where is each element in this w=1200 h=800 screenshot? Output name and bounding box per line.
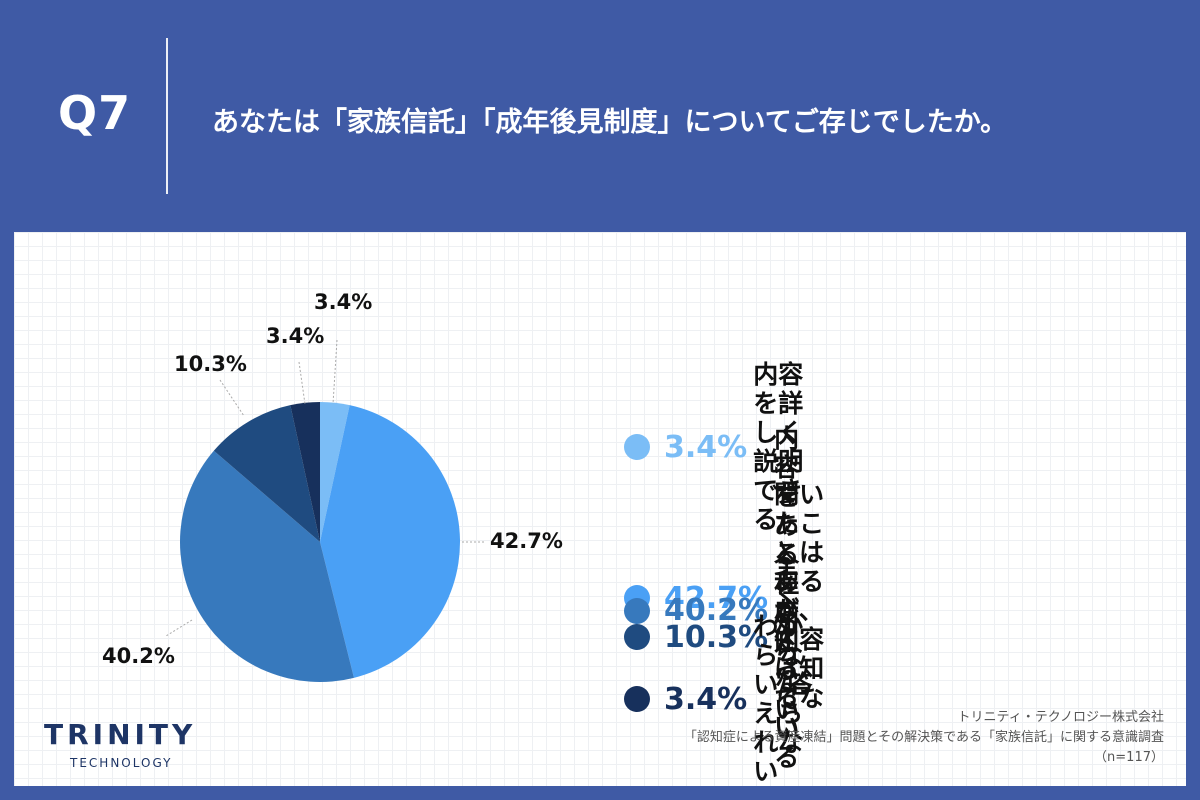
- pie-slice-1: [320, 405, 460, 678]
- pie-slice-0: [320, 402, 350, 542]
- pie-label-1: 42.7%: [490, 529, 563, 553]
- legend-percent: 40.2%: [664, 593, 769, 628]
- pie-label-0: 3.4%: [314, 290, 373, 314]
- legend-item: 3.4% 内容を詳しく説明できる: [624, 360, 811, 534]
- legend-item: 42.7% 内容をある程度知っている: [624, 424, 811, 772]
- source-note: トリニティ・テクノロジー株式会社 「認知症による資産凍結」問題とその解決策である…: [684, 708, 1164, 768]
- legend-label: 聞いたことはあるが、 内容は知らない: [774, 480, 825, 741]
- pie-label-3: 10.3%: [174, 352, 247, 376]
- question-text: あなたは「家族信託」「成年後見制度」についてご存じでしたか。: [212, 107, 1008, 138]
- pie-chart: [165, 339, 486, 682]
- header-divider: [166, 38, 168, 194]
- chart-panel: 3.4% 42.7% 40.2% 10.3% 3.4% 3.4% 内容を詳しく説明できる 4…: [14, 232, 1186, 786]
- source-survey: 「認知症による資産凍結」問題とその解決策である「家族信託」に関する意識調査: [683, 730, 1164, 745]
- source-company: トリニティ・テクノロジー株式会社: [957, 710, 1164, 725]
- legend-label: 内容を詳しく説明できる: [753, 360, 804, 534]
- legend-dot: [624, 686, 650, 712]
- legend-dot: [624, 434, 650, 460]
- pie-label-4: 3.4%: [266, 324, 325, 348]
- leader-line-3: [219, 379, 245, 417]
- legend-percent: 42.7%: [664, 580, 769, 616]
- legend-dot: [624, 597, 650, 624]
- leader-line-2: [165, 619, 193, 637]
- legend-percent: 3.4%: [664, 681, 748, 717]
- legend-item: 3.4% わからない/答えられない: [624, 612, 820, 786]
- legend-label: 内容をある程度知っている: [774, 424, 800, 772]
- legend-percent: 10.3%: [664, 619, 769, 655]
- leader-line-0: [332, 339, 338, 405]
- leader-line-4: [298, 361, 306, 405]
- pie-label-2: 40.2%: [102, 644, 175, 668]
- pie-slice-2: [179, 450, 354, 682]
- legend-item: 40.2% 聞いたことはあるが、 内容は知らない: [624, 480, 836, 741]
- trinity-logo-sub: TECHNOLOGY: [70, 756, 173, 770]
- source-sample: （n=117）: [1094, 750, 1164, 765]
- question-number: Q7: [58, 86, 132, 140]
- pie-slice-4: [290, 402, 320, 542]
- legend-dot: [624, 624, 650, 650]
- legend-label: わからない/答えられない: [753, 612, 813, 786]
- trinity-logo: TRINITY: [44, 718, 197, 751]
- legend-percent: 3.4%: [664, 429, 748, 465]
- pie-slice-3: [213, 405, 320, 542]
- legend-label: 全く知らない: [774, 550, 800, 724]
- legend-item: 10.3% 全く知らない: [624, 550, 811, 724]
